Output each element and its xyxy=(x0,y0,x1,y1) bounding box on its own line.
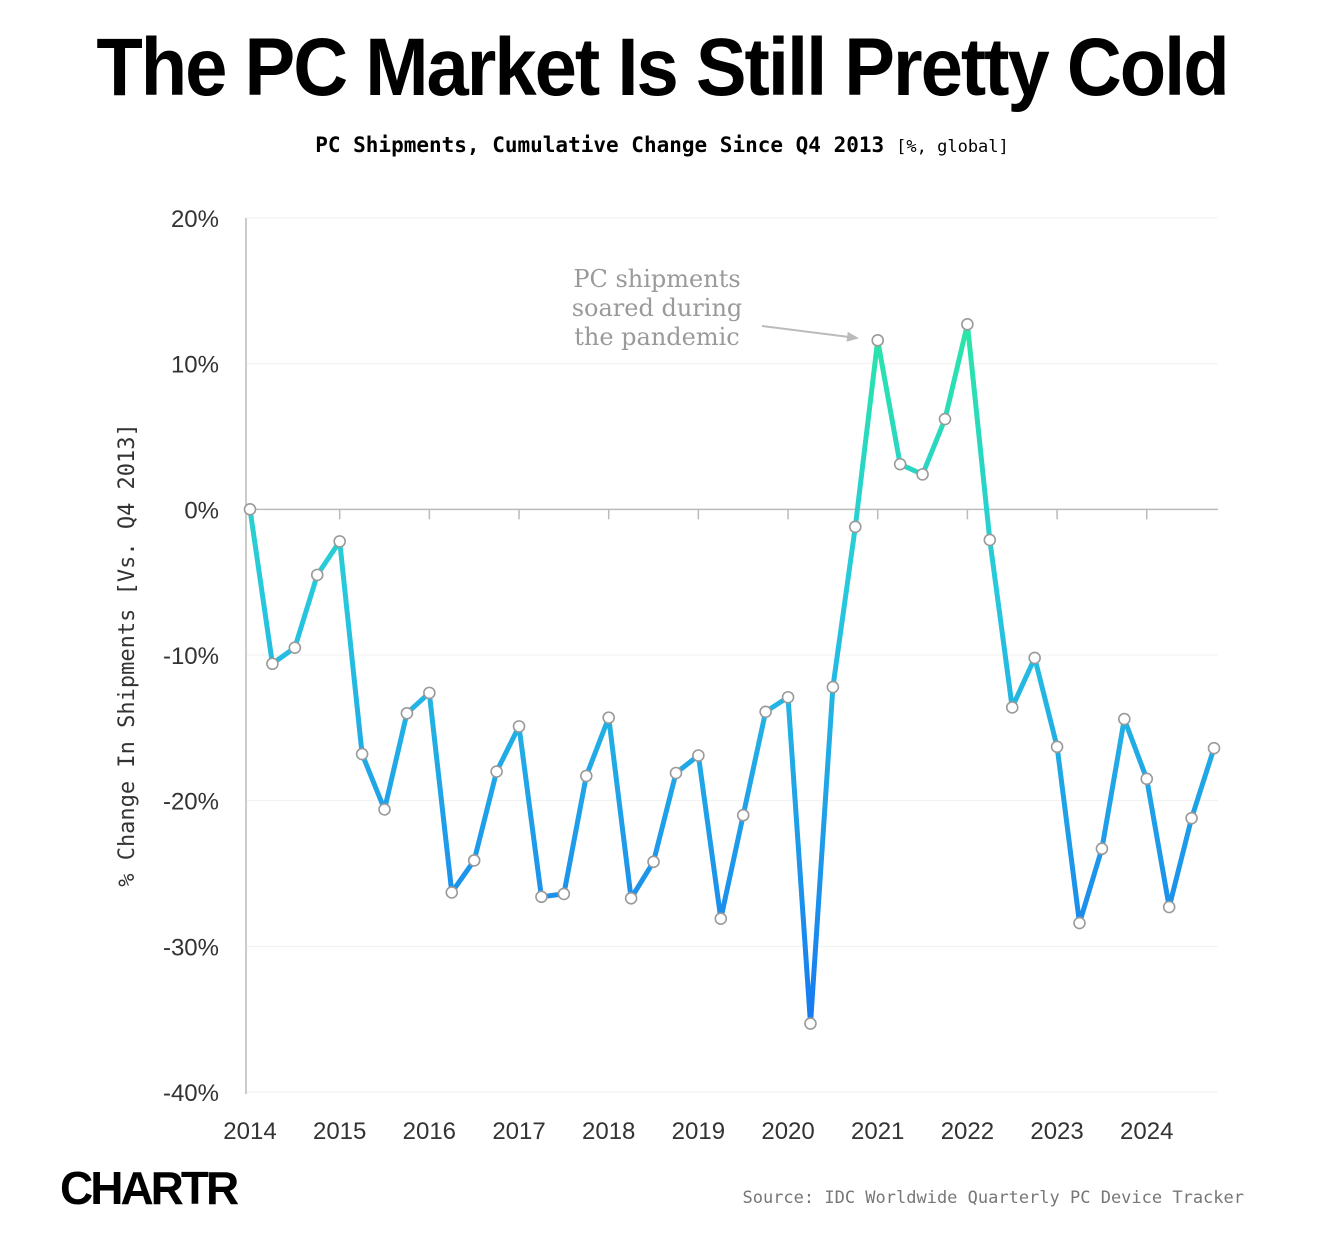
x-tick-label: 2018 xyxy=(582,1118,635,1145)
data-point xyxy=(781,690,795,704)
data-points xyxy=(243,318,1221,1030)
data-point xyxy=(893,457,907,471)
data-point xyxy=(400,706,414,720)
series-pc-shipments xyxy=(247,321,1217,1026)
y-tick-label: 10% xyxy=(171,352,219,379)
data-point xyxy=(355,747,369,761)
data-point xyxy=(467,854,481,867)
data-point xyxy=(243,503,257,516)
x-tick-label: 2020 xyxy=(761,1118,814,1145)
data-point xyxy=(490,765,503,778)
chart-title: The PC Market Is Still Pretty Cold xyxy=(96,21,1229,114)
x-tick-label: 2021 xyxy=(851,1118,904,1145)
data-point xyxy=(288,641,302,655)
data-point xyxy=(938,412,952,426)
data-point xyxy=(266,657,279,671)
data-point xyxy=(916,468,929,481)
x-tick-label: 2024 xyxy=(1120,1118,1173,1145)
chart-subtitle: PC Shipments, Cumulative Change Since Q4… xyxy=(0,133,1324,157)
data-point xyxy=(557,887,571,901)
data-point xyxy=(602,711,615,724)
data-point xyxy=(1207,741,1221,755)
data-point xyxy=(1118,712,1131,726)
source-note: Source: IDC Worldwide Quarterly PC Devic… xyxy=(742,1188,1244,1208)
x-tick-label: 2023 xyxy=(1030,1118,1083,1145)
axes xyxy=(245,218,1218,1094)
x-tick-labels: 2014 2015 2016 2017 2018 2019 2020 2021 2022 2023… xyxy=(223,1118,1173,1145)
subtitle-main: PC Shipments, Cumulative Change Since Q4… xyxy=(315,133,885,157)
annotation-line-1: PC shipments xyxy=(573,265,740,293)
x-tick-label: 2022 xyxy=(941,1118,994,1145)
x-tick-label: 2016 xyxy=(403,1118,456,1145)
data-point xyxy=(1185,811,1198,825)
data-point xyxy=(759,705,772,719)
data-point xyxy=(333,535,346,548)
annotation-arrow xyxy=(761,325,859,342)
data-point xyxy=(1162,900,1176,914)
annotation-line-2: soared during xyxy=(572,294,743,322)
y-tick-label: -30% xyxy=(163,934,219,961)
x-tick-label: 2015 xyxy=(313,1118,366,1145)
data-point xyxy=(624,891,638,905)
annotation-line-3: the pandemic xyxy=(574,323,740,351)
y-axis-label: % Change In Shipments [Vs. Q4 2013] xyxy=(115,423,140,887)
data-point xyxy=(1073,916,1086,930)
data-point xyxy=(1005,701,1019,714)
data-point xyxy=(445,886,459,899)
data-point xyxy=(1050,740,1064,754)
y-tick-labels: 20% 10% 0% -10% -20% -30% -40% xyxy=(163,206,219,1107)
y-tick-label: 20% xyxy=(171,206,219,233)
data-point xyxy=(804,1017,817,1030)
data-point xyxy=(1028,651,1041,665)
annotation: PC shipments soared during the pandemic xyxy=(572,265,859,351)
series-line xyxy=(247,321,1217,1026)
x-tick-label: 2019 xyxy=(672,1118,725,1145)
x-tick-label: 2014 xyxy=(223,1118,276,1145)
data-point xyxy=(378,803,391,816)
data-point xyxy=(512,720,526,733)
data-point xyxy=(849,520,862,534)
data-point xyxy=(579,769,593,783)
data-point xyxy=(669,766,683,780)
data-point xyxy=(423,686,436,700)
chartr-logo: CHARTR xyxy=(60,1162,239,1214)
grid-lines xyxy=(246,217,1218,1093)
data-point xyxy=(1095,842,1109,856)
y-tick-label: -10% xyxy=(163,643,219,670)
data-point xyxy=(736,808,750,822)
y-tick-label: 0% xyxy=(184,497,219,524)
data-point xyxy=(692,749,705,762)
data-point xyxy=(983,533,997,547)
y-tick-label: -40% xyxy=(163,1080,219,1107)
data-point xyxy=(714,912,728,925)
data-point xyxy=(310,568,324,582)
data-point xyxy=(871,334,885,347)
data-point xyxy=(1140,772,1154,786)
y-tick-label: -20% xyxy=(163,789,219,816)
data-point xyxy=(961,318,974,331)
data-point xyxy=(535,890,548,904)
subtitle-unit: [%, global] xyxy=(896,137,1009,157)
x-tick-label: 2017 xyxy=(492,1118,545,1145)
data-point xyxy=(826,680,840,694)
data-point xyxy=(647,855,660,869)
